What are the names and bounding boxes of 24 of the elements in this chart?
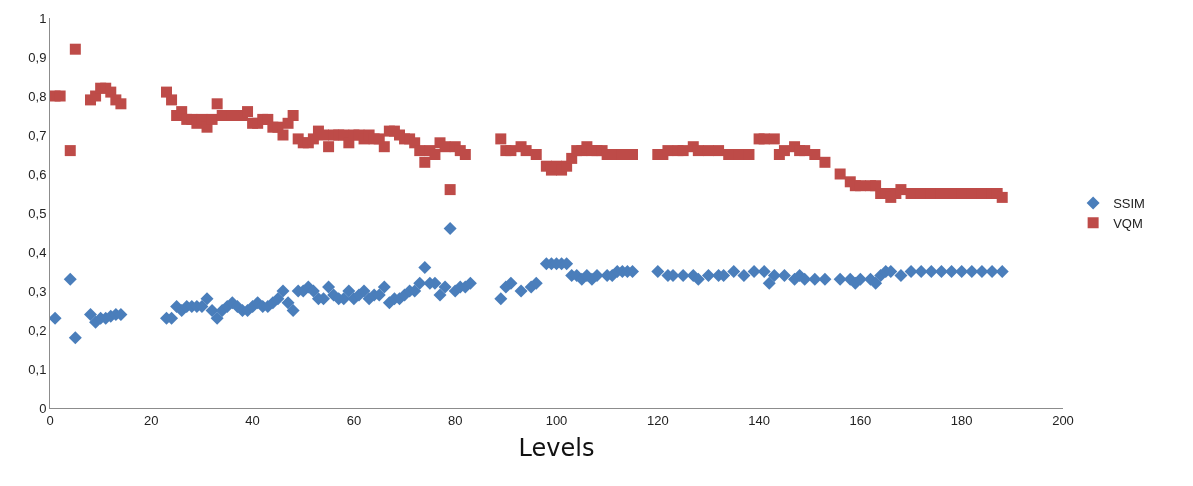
y-tick-label: 0,1 (28, 361, 47, 377)
x-tick-label: 160 (849, 412, 872, 428)
legend-label: VQM (1113, 215, 1143, 231)
y-tick-label: 0,4 (28, 244, 47, 260)
y-tick-label: 0 (39, 400, 47, 416)
y-tick-label: 0,5 (28, 205, 47, 221)
y-tick-label: 0,2 (28, 322, 47, 338)
x-tick-label: 20 (144, 412, 159, 428)
y-tick-label: 0,7 (28, 127, 47, 143)
x-axis-title: Levels (518, 433, 595, 462)
x-tick-label: 60 (346, 412, 362, 428)
y-tick-label: 0,6 (28, 166, 47, 182)
x-tick-label: 80 (447, 412, 463, 428)
x-tick-label: 180 (950, 412, 973, 428)
y-tick-label: 0,8 (28, 88, 47, 104)
y-tick-label: 1 (39, 10, 47, 26)
y-tick-label: 0,9 (28, 49, 47, 65)
x-tick-label: 40 (245, 412, 260, 428)
x-tick-label: 200 (1052, 412, 1074, 428)
legend-label: SSIM (1113, 196, 1145, 212)
x-tick-label: 140 (748, 412, 770, 428)
x-tick-label: 100 (545, 412, 568, 428)
x-tick-label: 120 (646, 412, 669, 428)
y-tick-label: 0,3 (28, 283, 47, 299)
